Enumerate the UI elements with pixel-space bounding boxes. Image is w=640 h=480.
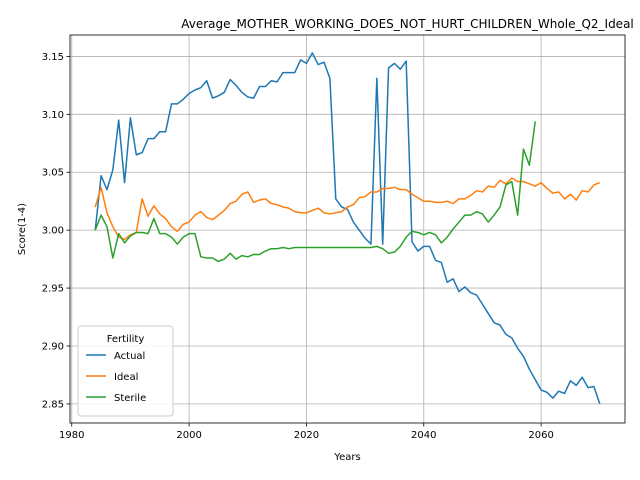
chart-title: Average_MOTHER_WORKING_DOES_NOT_HURT_CHI…: [181, 17, 634, 31]
legend-title: Fertility: [107, 334, 145, 345]
x-tick-label: 2000: [176, 430, 201, 441]
y-tick-label: 3.05: [42, 168, 64, 179]
plot-frame: [69, 34, 626, 424]
x-axis-label: Years: [333, 452, 360, 463]
legend-label-ideal: Ideal: [114, 372, 138, 383]
y-axis-label: Score(1-4): [17, 203, 28, 255]
x-tick-label: 2060: [528, 430, 553, 441]
y-tick-label: 2.85: [42, 399, 64, 410]
grid-lines: [70, 35, 625, 423]
y-tick-label: 2.90: [42, 341, 64, 352]
series-line-sterile: [94, 121, 536, 263]
series-lines: [94, 52, 601, 405]
legend-label-sterile: Sterile: [114, 393, 146, 404]
x-tick-label: 1980: [59, 430, 84, 441]
x-tick-label: 2040: [411, 430, 436, 441]
x-axis-ticks: 1980 2000 2020 2040 2060: [59, 423, 554, 441]
series-line-ideal: [94, 177, 601, 241]
legend: Fertility Actual Ideal Sterile: [77, 325, 174, 417]
y-tick-label: 3.15: [42, 52, 64, 63]
legend-label-actual: Actual: [114, 351, 145, 362]
y-tick-label: 3.00: [42, 226, 64, 237]
y-axis-ticks: 2.85 2.90 2.95 3.00 3.05 3.10 3.15: [42, 52, 70, 410]
x-tick-label: 2020: [294, 430, 319, 441]
legend-box: [77, 325, 174, 417]
y-tick-label: 2.95: [42, 284, 64, 295]
series-line-actual: [94, 52, 601, 405]
y-tick-label: 3.10: [42, 110, 64, 121]
